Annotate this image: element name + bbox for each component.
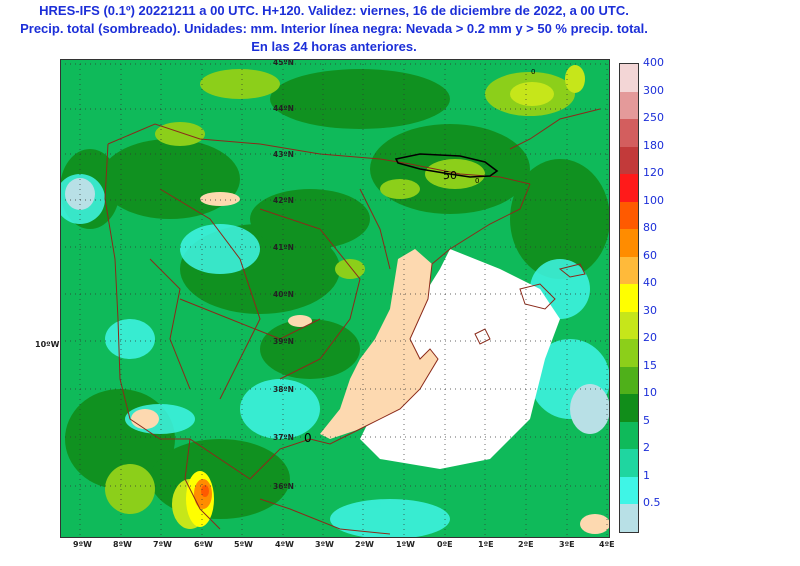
legend-level-label: 40 — [643, 276, 657, 290]
legend-level-label: 120 — [643, 166, 664, 180]
lat-label: 39ºN — [273, 337, 294, 346]
lat-label: 43ºN — [273, 150, 294, 159]
lon-label: 1ºW — [396, 540, 415, 549]
legend-level-label: 1 — [643, 468, 650, 482]
precipitation-map: 45ºN 44ºN 43ºN 42ºN 41ºN 40ºN 39ºN 38ºN … — [60, 59, 610, 538]
lon-label: 6ºW — [194, 540, 213, 549]
legend-swatch — [620, 256, 638, 285]
side-lon-label: 10ºW — [35, 340, 60, 349]
graticule — [60, 59, 610, 538]
lat-label: 40ºN — [273, 290, 294, 299]
legend-level-label: 250 — [643, 111, 664, 125]
legend-swatch — [620, 449, 638, 478]
lon-label: 4ºW — [275, 540, 294, 549]
lon-label: 9ºW — [73, 540, 92, 549]
lat-label: 44ºN — [273, 104, 294, 113]
legend-level-label: 20 — [643, 331, 657, 345]
lon-label: 3ºW — [315, 540, 334, 549]
legend-swatch — [620, 91, 638, 120]
legend-level-label: 10 — [643, 386, 657, 400]
lat-label: 36ºN — [273, 482, 294, 491]
dry-mediterranean-area — [360, 249, 560, 469]
legend-level-label: 180 — [643, 138, 664, 152]
snow-contour-label: 0 — [531, 68, 535, 76]
map-title-line-3: En las 24 horas anteriores. — [251, 39, 417, 54]
lon-label: 2ºW — [355, 540, 374, 549]
lon-label: 2ºE — [518, 540, 534, 549]
lon-label: 0ºE — [437, 540, 453, 549]
dry-land-area — [320, 249, 438, 439]
precip-high-core — [186, 471, 214, 527]
legend-swatch — [620, 174, 638, 203]
legend-swatch — [620, 119, 638, 148]
map-title-line-2: Precip. total (sombreado). Unidades: mm.… — [20, 21, 648, 36]
lon-label: 1ºE — [478, 540, 494, 549]
snow-contour-label: 0 — [304, 431, 312, 445]
legend-swatch — [620, 146, 638, 175]
snow-contour-label: 0 — [475, 177, 479, 185]
legend-swatch — [620, 229, 638, 258]
legend-swatch — [620, 201, 638, 230]
legend-level-label: 80 — [643, 221, 657, 235]
lat-label: 42ºN — [273, 196, 294, 205]
legend-level-label: 5 — [643, 413, 650, 427]
legend-level-label: 15 — [643, 358, 657, 372]
lat-label: 38ºN — [273, 385, 294, 394]
legend-level-label: 300 — [643, 83, 664, 97]
map-title-line-1: HRES-IFS (0.1º) 20221211 a 00 UTC. H+120… — [39, 3, 629, 18]
lat-label: 45ºN — [273, 59, 294, 67]
lon-label: 4ºE — [599, 540, 615, 549]
lon-label: 5ºW — [234, 540, 253, 549]
lat-label: 37ºN — [273, 433, 294, 442]
lat-label: 41ºN — [273, 243, 294, 252]
snow-contour-label: 50 — [443, 169, 457, 182]
legend-swatch — [620, 504, 638, 533]
legend-swatch — [620, 339, 638, 368]
dry-inland-patches — [131, 192, 610, 534]
snow-contour — [394, 153, 499, 178]
legend-level-label: 60 — [643, 248, 657, 262]
precip-color-legend — [619, 63, 639, 533]
legend-level-label: 400 — [643, 56, 664, 69]
legend-swatch — [620, 394, 638, 423]
legend-swatch — [620, 366, 638, 395]
legend-level-label: 100 — [643, 193, 664, 207]
legend-level-label: 0.5 — [643, 496, 661, 510]
legend-swatch — [620, 421, 638, 450]
legend-swatch — [620, 64, 638, 93]
legend-swatch — [620, 311, 638, 340]
lon-label: 3ºE — [559, 540, 575, 549]
legend-swatch — [620, 284, 638, 313]
legend-level-label: 2 — [643, 441, 650, 455]
map-frame — [60, 59, 610, 538]
lon-label: 8ºW — [113, 540, 132, 549]
legend-swatch — [620, 476, 638, 505]
lon-label: 7ºW — [153, 540, 172, 549]
legend-level-label: 30 — [643, 303, 657, 317]
